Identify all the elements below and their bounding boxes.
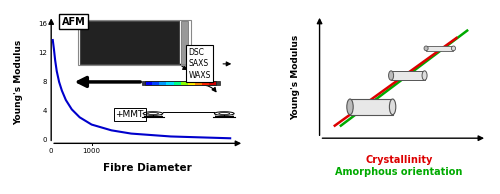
Ellipse shape [422, 71, 427, 80]
Bar [174, 81, 180, 85]
Bar [145, 81, 152, 85]
Bar [180, 21, 188, 64]
Bar [142, 81, 146, 85]
Ellipse shape [347, 99, 353, 115]
Bar [166, 81, 173, 85]
Bar [209, 81, 216, 85]
Bar [180, 81, 188, 85]
Bar [145, 81, 216, 85]
Ellipse shape [390, 99, 396, 115]
Bar [426, 46, 454, 51]
Text: 8: 8 [42, 79, 47, 85]
Text: 12: 12 [38, 50, 47, 56]
Text: 4: 4 [43, 108, 47, 114]
Text: 1000: 1000 [82, 148, 100, 154]
Bar [152, 81, 160, 85]
Bar [350, 99, 393, 115]
Text: Young's Modulus: Young's Modulus [14, 39, 23, 125]
Text: Crystallinity: Crystallinity [365, 155, 432, 165]
Bar [216, 81, 220, 85]
Text: 0: 0 [42, 137, 47, 143]
Text: AFM: AFM [62, 17, 86, 27]
Bar [202, 81, 209, 85]
Ellipse shape [388, 71, 394, 80]
Bar [391, 71, 424, 80]
Bar [188, 81, 195, 85]
Text: +MMT: +MMT [116, 110, 143, 119]
Bar [80, 21, 178, 64]
Text: 0: 0 [49, 148, 54, 154]
Text: Fibre Diameter: Fibre Diameter [102, 163, 192, 173]
Text: 16: 16 [38, 21, 47, 27]
Text: Amorphous orientation: Amorphous orientation [335, 167, 462, 178]
Bar [160, 81, 166, 85]
Ellipse shape [452, 46, 456, 51]
Bar [78, 20, 190, 65]
Ellipse shape [424, 46, 428, 51]
Text: Young's Modulus: Young's Modulus [290, 35, 300, 120]
Bar [195, 81, 202, 85]
Text: DSC
SAXS
WAXS: DSC SAXS WAXS [188, 48, 211, 80]
